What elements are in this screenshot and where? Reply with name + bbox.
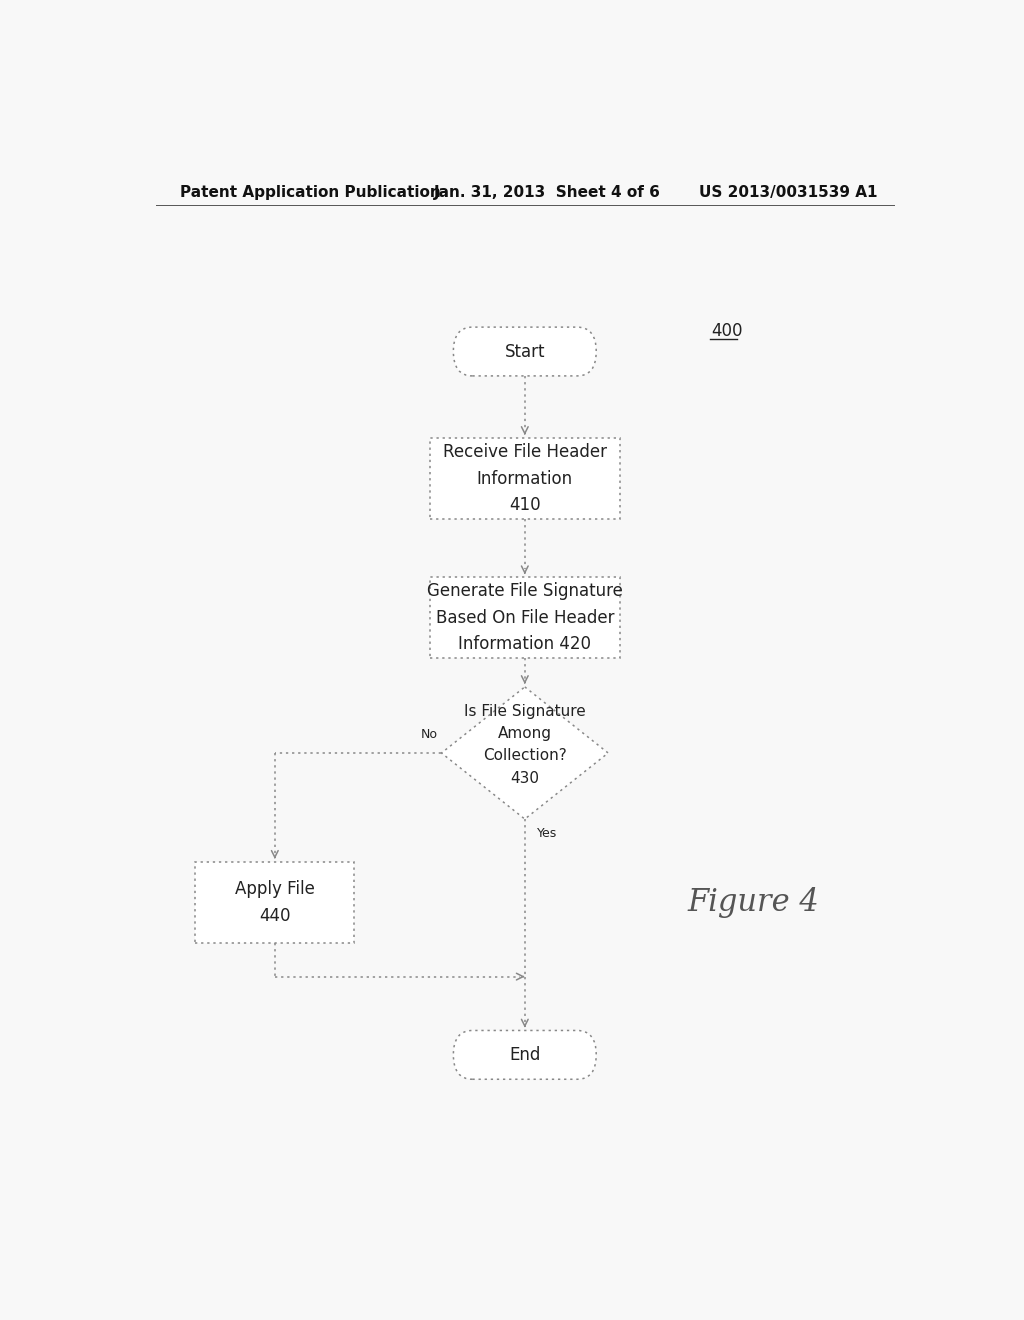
Text: 400: 400: [712, 322, 742, 341]
Text: Is File Signature
Among
Collection?
430: Is File Signature Among Collection? 430: [464, 704, 586, 785]
FancyBboxPatch shape: [454, 1031, 596, 1080]
FancyBboxPatch shape: [430, 577, 620, 659]
Text: US 2013/0031539 A1: US 2013/0031539 A1: [699, 185, 878, 201]
Text: Patent Application Publication: Patent Application Publication: [179, 185, 440, 201]
Text: Start: Start: [505, 342, 545, 360]
Polygon shape: [441, 686, 608, 818]
Text: No: No: [421, 727, 437, 741]
Text: Figure 4: Figure 4: [687, 887, 819, 917]
Text: Apply File
440: Apply File 440: [234, 880, 314, 924]
Text: Receive File Header
Information
410: Receive File Header Information 410: [442, 444, 607, 513]
Text: Yes: Yes: [537, 828, 557, 841]
Text: End: End: [509, 1045, 541, 1064]
Text: Generate File Signature
Based On File Header
Information 420: Generate File Signature Based On File He…: [427, 582, 623, 653]
Text: Jan. 31, 2013  Sheet 4 of 6: Jan. 31, 2013 Sheet 4 of 6: [433, 185, 660, 201]
FancyBboxPatch shape: [430, 438, 620, 519]
FancyBboxPatch shape: [196, 862, 354, 942]
FancyBboxPatch shape: [454, 327, 596, 376]
